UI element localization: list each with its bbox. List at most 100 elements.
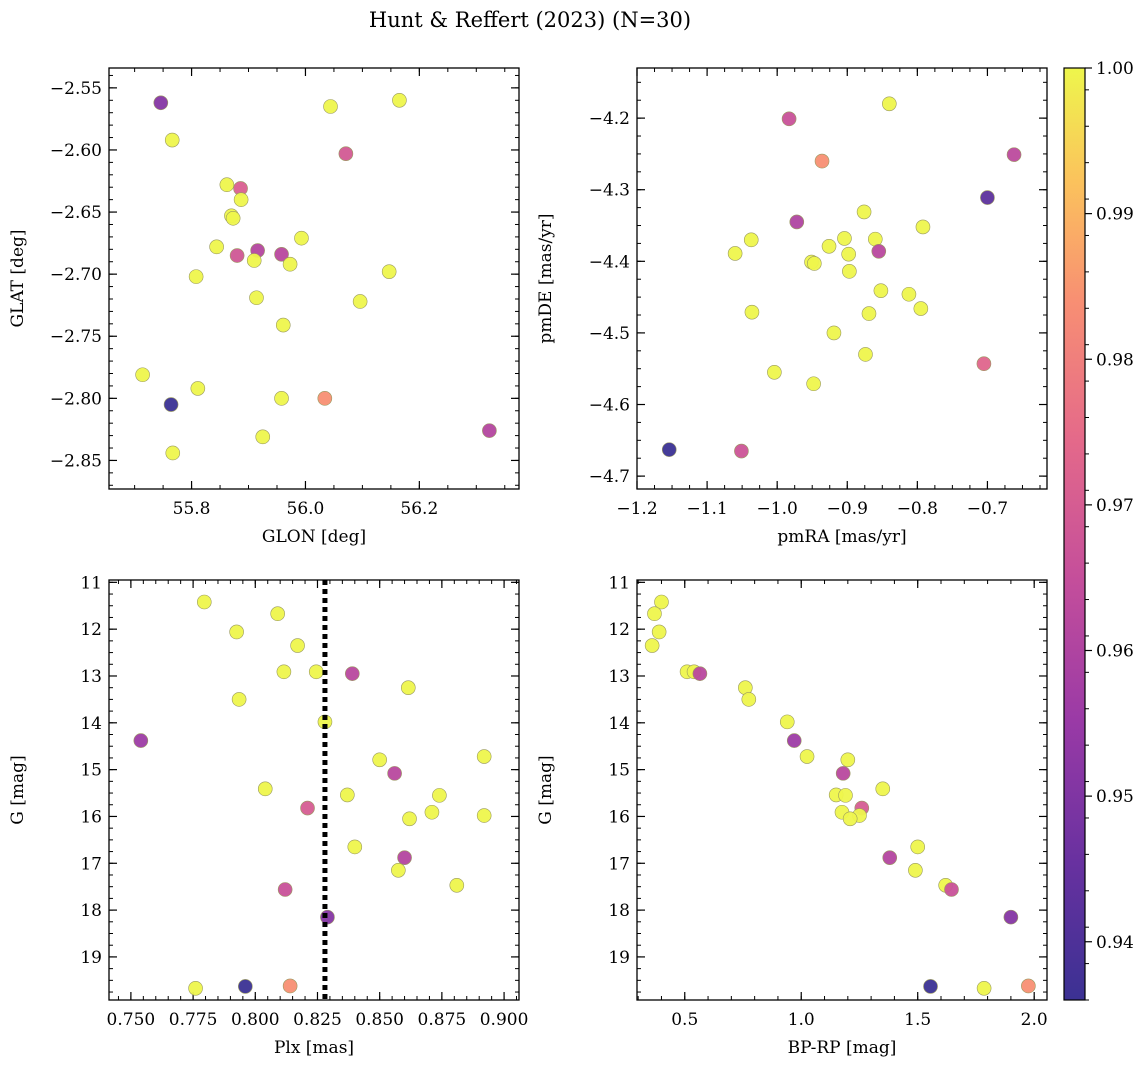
x-tick-label: −0.7 xyxy=(967,499,1008,519)
colorbar-tick-label: 0.96 xyxy=(1096,642,1134,662)
scatter-point xyxy=(387,766,402,781)
y-tick-label: −2.55 xyxy=(50,79,102,99)
scatter-point xyxy=(873,283,889,298)
scatter-point xyxy=(277,882,293,897)
scatter-point xyxy=(837,231,852,246)
scatter-point xyxy=(323,99,338,114)
x-tick-label: 0.850 xyxy=(355,1010,404,1030)
scatter-point xyxy=(274,246,289,262)
y-tick-label: 17 xyxy=(80,854,102,874)
x-tick-label: 56.0 xyxy=(287,499,325,519)
y-tick-label: 16 xyxy=(80,807,102,827)
y-tick-label: 16 xyxy=(608,807,630,827)
scatter-point xyxy=(188,269,204,284)
scatter-point xyxy=(692,666,708,681)
scatter-point xyxy=(275,317,291,333)
scatter-point xyxy=(842,811,858,827)
scatter-point xyxy=(821,238,837,254)
scatter-point xyxy=(980,190,995,205)
scatter-point xyxy=(274,391,289,406)
scatter-point xyxy=(840,752,856,768)
x-tick-label: 0.750 xyxy=(107,1010,156,1030)
scatter-point xyxy=(317,391,333,406)
scatter-point xyxy=(476,749,492,764)
scatter-point xyxy=(767,364,782,380)
scatter-point xyxy=(290,638,305,653)
scatter-point xyxy=(826,325,842,341)
scatter-point xyxy=(867,231,883,247)
scatter-point xyxy=(338,146,354,161)
scatter-point xyxy=(165,445,181,461)
axes-frame xyxy=(636,579,1048,1001)
scatter-point xyxy=(901,286,917,302)
scatter-point xyxy=(400,680,416,695)
x-tick-label: −1.2 xyxy=(616,499,657,519)
scatter-point xyxy=(1021,978,1036,994)
scatter-point xyxy=(858,347,873,362)
x-tick-label: 0.825 xyxy=(293,1010,342,1030)
y-tick-label: −4.2 xyxy=(589,109,630,129)
scatter-point xyxy=(1006,147,1022,162)
scatter-point xyxy=(944,882,959,897)
scatter-point xyxy=(392,92,407,108)
x-tick-label: 1.0 xyxy=(788,1010,815,1030)
scatter-point xyxy=(838,788,853,803)
scatter-point xyxy=(133,733,149,748)
scatter-point xyxy=(923,979,938,994)
x-tick-label: −1.1 xyxy=(686,499,727,519)
axes-frame xyxy=(108,67,520,490)
scatter-point xyxy=(976,356,992,372)
scatter-point xyxy=(913,301,929,316)
colorbar-tick-label: 0.99 xyxy=(1096,205,1134,225)
x-tick-label: 0.775 xyxy=(169,1010,218,1030)
plx-g-panel: 0.750 0.775 0.800 0.825 0.850 0.875 0.900 11 12 1… xyxy=(8,573,528,1058)
scatter-point xyxy=(249,290,264,306)
scatter-point xyxy=(915,219,931,235)
scatter-point xyxy=(651,624,667,640)
y-tick-label: −4.4 xyxy=(589,252,630,272)
scatter-point xyxy=(300,800,315,816)
glon-glat-panel: 55.8 56.0 56.2 −2.55 −2.60 −2.65 −2.70 −2.75 −2.… xyxy=(8,67,520,547)
colorbar-frame xyxy=(1063,67,1086,1001)
scatter-point xyxy=(308,664,324,680)
colorbar-tick-label: 1.00 xyxy=(1096,59,1134,79)
scatter-point xyxy=(397,850,412,865)
scatter-point xyxy=(233,192,249,207)
x-tick-label: 2.0 xyxy=(1021,1010,1048,1030)
colorbar-gradient xyxy=(1064,68,1085,1000)
scatter-point xyxy=(219,177,235,193)
y-tick-label: 12 xyxy=(608,620,630,640)
scatter-point xyxy=(835,766,851,781)
x-tick-label: −0.9 xyxy=(827,499,868,519)
scatter-point xyxy=(188,980,203,996)
y-tick-label: −4.6 xyxy=(589,396,630,416)
scatter-point xyxy=(789,214,805,230)
scatter-point xyxy=(424,804,440,820)
x-tick-label: 0.5 xyxy=(671,1010,698,1030)
scatter-point xyxy=(246,253,262,268)
x-tick-label: 1.5 xyxy=(904,1010,931,1030)
scatter-point xyxy=(861,306,877,321)
scatter-point xyxy=(882,850,898,865)
scatter-point xyxy=(135,367,150,383)
axes-frame xyxy=(636,67,1048,490)
x-axis-label: pmRA [mas/yr] xyxy=(777,527,906,547)
y-tick-label: 15 xyxy=(80,761,102,781)
x-tick-label: −0.8 xyxy=(897,499,938,519)
scatter-point xyxy=(345,666,360,681)
y-tick-label: −2.80 xyxy=(50,389,102,409)
y-axis-label: G [mag] xyxy=(536,755,556,824)
scatter-point xyxy=(644,638,660,653)
scatter-point xyxy=(163,397,179,412)
scatter-point xyxy=(282,978,298,994)
scatter-point xyxy=(225,210,241,226)
scatter-point xyxy=(661,442,677,457)
x-axis-label: GLON [deg] xyxy=(262,527,366,547)
scatter-point xyxy=(196,594,212,610)
x-tick-label: 0.875 xyxy=(418,1010,467,1030)
scatter-point xyxy=(743,232,759,248)
y-tick-label: 18 xyxy=(608,901,630,921)
y-tick-label: 14 xyxy=(80,714,102,734)
scatter-point xyxy=(807,256,822,271)
